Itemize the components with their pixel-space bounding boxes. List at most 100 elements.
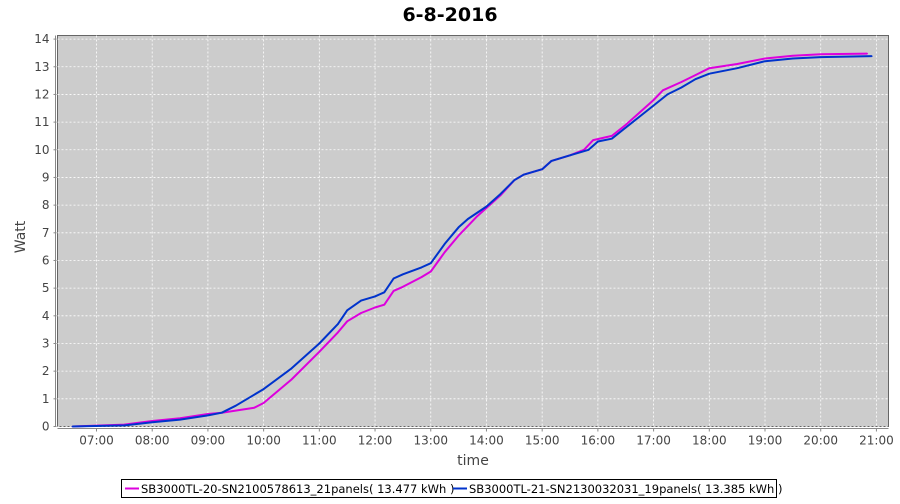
series-lines: [71, 52, 873, 428]
y-tick-label: 12: [34, 87, 49, 101]
data-point-1: [680, 86, 683, 89]
data-point-1: [151, 421, 154, 424]
data-point-0: [708, 67, 711, 69]
x-tick-label: 18:00: [692, 434, 727, 448]
legend-label-0: SB3000TL-20-SN2100578613_21panels( 13.47…: [141, 482, 454, 496]
x-tick-label: 10:00: [246, 434, 281, 448]
x-tick-label: 15:00: [525, 434, 560, 448]
data-point-1: [708, 72, 711, 75]
data-point-1: [587, 148, 590, 151]
data-point-0: [866, 52, 868, 55]
data-point-1: [597, 140, 599, 143]
x-axis-label: time: [457, 453, 489, 469]
data-point-1: [443, 243, 446, 245]
data-point-1: [792, 57, 794, 60]
data-point-1: [541, 168, 543, 170]
x-tick-label: 08:00: [135, 434, 170, 448]
data-point-0: [262, 402, 265, 404]
data-point-1: [819, 56, 822, 58]
data-point-1: [234, 404, 237, 407]
data-point-1: [337, 323, 339, 325]
data-point-1: [870, 55, 873, 57]
data-point-1: [262, 388, 265, 390]
data-point-0: [652, 99, 655, 101]
data-point-0: [443, 251, 446, 253]
data-point-0: [402, 285, 404, 288]
series-line-0: [72, 52, 868, 428]
data-point-0: [694, 74, 697, 76]
data-point-1: [485, 205, 488, 208]
chart-title: 6-8-2016: [402, 4, 497, 26]
y-tick-label: 10: [34, 143, 49, 157]
data-point-0: [253, 406, 256, 409]
data-point-0: [374, 306, 376, 309]
data-point-1: [402, 273, 404, 276]
data-point-0: [360, 312, 362, 314]
plot-area: [57, 35, 889, 427]
data-point-0: [592, 139, 595, 141]
y-tick-label: 7: [42, 226, 50, 240]
data-point-0: [792, 54, 794, 57]
legend-label-1: SB3000TL-21-SN2130032031_19panels( 13.38…: [469, 482, 782, 496]
data-point-1: [207, 414, 209, 417]
y-tick-label: 3: [42, 336, 50, 350]
grid-lines: [57, 35, 889, 427]
y-tick-label: 4: [42, 309, 50, 323]
data-point-1: [694, 78, 697, 81]
data-point-0: [429, 270, 432, 273]
data-point-0: [819, 53, 822, 56]
x-tick-label: 20:00: [803, 434, 838, 448]
data-point-0: [392, 290, 395, 292]
data-point-1: [179, 418, 181, 421]
data-point-1: [736, 67, 738, 69]
y-tick-label: 14: [34, 32, 49, 46]
data-point-0: [346, 320, 348, 323]
data-point-1: [522, 173, 525, 176]
y-tick-label: 9: [42, 170, 50, 184]
data-point-0: [290, 378, 293, 381]
data-point-0: [467, 225, 469, 227]
y-tick-label: 11: [34, 115, 49, 129]
data-point-1: [569, 154, 571, 157]
data-point-1: [360, 299, 362, 302]
data-point-0: [611, 135, 613, 137]
x-tick-label: 12:00: [358, 434, 393, 448]
y-axis-label: Watt: [13, 220, 29, 253]
data-point-0: [457, 234, 460, 237]
data-point-1: [71, 425, 74, 428]
data-point-1: [611, 137, 613, 140]
x-axis: 07:00 08:00 09:00 10:00 11:00 12:00 13:00 14:00…: [57, 428, 894, 448]
data-point-1: [318, 342, 321, 345]
data-point-1: [666, 93, 669, 96]
data-point-1: [290, 367, 293, 370]
x-tick-label: 16:00: [581, 434, 616, 448]
x-tick-label: 09:00: [191, 434, 226, 448]
data-point-0: [624, 124, 627, 126]
data-point-1: [467, 218, 469, 220]
data-point-0: [680, 81, 683, 83]
data-point-1: [221, 411, 223, 414]
x-tick-label: 21:00: [859, 434, 894, 448]
y-tick-label: 13: [34, 60, 49, 74]
data-point-1: [652, 104, 655, 107]
data-point-1: [123, 424, 126, 427]
y-tick-label: 0: [42, 420, 50, 434]
data-point-1: [374, 295, 376, 298]
data-point-0: [736, 63, 738, 65]
y-tick-label: 8: [42, 198, 50, 212]
y-tick-label: 5: [42, 281, 50, 295]
data-point-1: [550, 160, 553, 162]
data-point-1: [457, 226, 460, 229]
data-point-1: [764, 60, 766, 63]
data-point-1: [429, 262, 432, 265]
data-point-0: [662, 89, 664, 92]
x-tick-label: 07:00: [79, 434, 114, 448]
y-tick-label: 1: [42, 392, 50, 406]
y-tick-label: 2: [42, 364, 50, 378]
x-tick-label: 14:00: [469, 434, 504, 448]
data-point-1: [383, 291, 386, 294]
data-point-0: [764, 57, 766, 60]
data-point-1: [420, 266, 423, 269]
